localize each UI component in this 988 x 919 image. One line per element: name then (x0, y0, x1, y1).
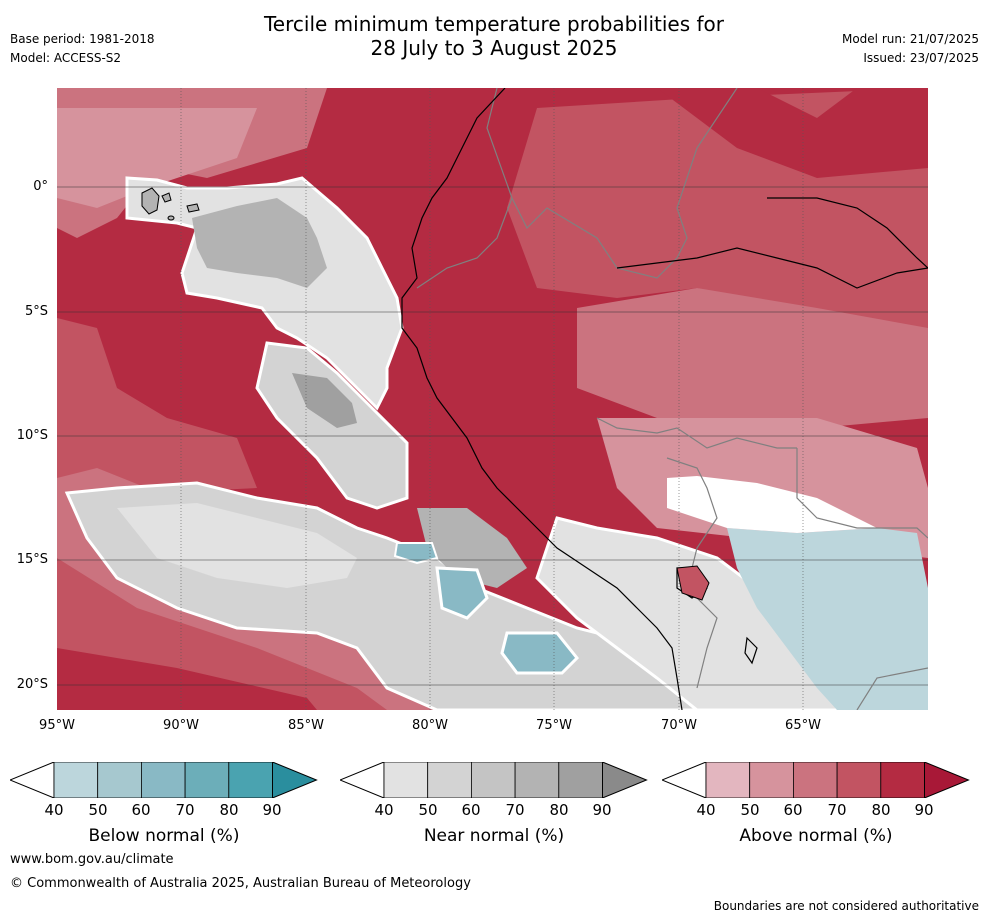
colorbar-segment (705, 762, 751, 798)
lon-label-65w: 65°W (785, 718, 821, 733)
issued-date: Issued: 23/07/2025 (863, 51, 979, 65)
tick: 40 (44, 801, 64, 819)
region-near-south-light (117, 503, 357, 588)
tick: 50 (88, 801, 108, 819)
tick: 90 (592, 801, 612, 819)
region-above-sw-strong (57, 648, 317, 710)
lat-label-0: 0° (33, 179, 48, 194)
tick: 60 (783, 801, 803, 819)
tick: 70 (505, 801, 525, 819)
region-below-small-2 (500, 631, 580, 675)
colorbar-extend-high (602, 762, 648, 798)
colorbar-extend-low (340, 762, 385, 798)
lon-label-85w: 85°W (288, 718, 324, 733)
tick: 80 (871, 801, 891, 819)
tick: 60 (461, 801, 481, 819)
tick: 80 (549, 801, 569, 819)
colorbar-segment (140, 762, 186, 798)
lon-label-75w: 75°W (536, 718, 572, 733)
tick: 40 (696, 801, 716, 819)
colorbar-below (10, 762, 318, 798)
colorbar-segment (558, 762, 603, 798)
region-above-east-light (577, 288, 928, 428)
lon-label-80w: 80°W (412, 718, 448, 733)
lat-label-10s: 10°S (16, 428, 48, 443)
tick: 80 (219, 801, 239, 819)
region-above-west-lighter (57, 108, 257, 208)
disclaimer: Boundaries are not considered authoritat… (713, 899, 979, 913)
region-below-small-1 (435, 566, 489, 620)
colorbar-segment (514, 762, 560, 798)
colorbar-segment (880, 762, 925, 798)
tick: 70 (827, 801, 847, 819)
lat-label-5s: 5°S (24, 304, 48, 319)
colorbar-near-title: Near normal (%) (423, 826, 565, 846)
colorbar-segment (383, 762, 429, 798)
region-below-east (727, 528, 928, 710)
colorbar-extend-low (662, 762, 707, 798)
region-near-south-dark (417, 508, 527, 588)
colorbar-segment (836, 762, 882, 798)
page-title: Tercile minimum temperature probabilitie… (0, 12, 988, 60)
map-latitude-lines (57, 186, 928, 686)
colorbar-segment (427, 762, 472, 798)
region-neutral-east (667, 476, 877, 533)
colorbar-near (340, 762, 648, 798)
title-line-2: 28 July to 3 August 2025 (370, 36, 618, 60)
lon-label-90w: 90°W (163, 718, 199, 733)
colorbar-extend-low (10, 762, 55, 798)
lake-titicaca (676, 565, 710, 601)
colorbar-segment (792, 762, 838, 798)
region-above-ne-strong (657, 88, 928, 178)
tick: 40 (374, 801, 394, 819)
lat-label-15s: 15°S (16, 552, 48, 567)
colorbar-segment (228, 762, 273, 798)
base-period: Base period: 1981-2018 (10, 32, 155, 46)
tick: 90 (262, 801, 282, 819)
galapagos-islands (141, 187, 200, 221)
tick: 60 (131, 801, 151, 819)
colorbar-segment (53, 762, 99, 798)
colorbar-extend-high (924, 762, 970, 798)
title-line-1: Tercile minimum temperature probabilitie… (263, 12, 725, 36)
tick: 50 (418, 801, 438, 819)
model-run: Model run: 21/07/2025 (841, 32, 979, 46)
colorbar-segment (184, 762, 230, 798)
colorbar-above-title: Above normal (%) (739, 826, 893, 846)
colorbar-segment (97, 762, 142, 798)
tick: 70 (175, 801, 195, 819)
colorbar-below-title: Below normal (%) (88, 826, 240, 846)
tick: 90 (914, 801, 934, 819)
region-near-central (255, 341, 409, 510)
copyright: © Commonwealth of Australia 2025, Austra… (10, 876, 471, 891)
lon-label-95w: 95°W (39, 718, 75, 733)
lon-label-70w: 70°W (661, 718, 697, 733)
colorbar-segment (749, 762, 794, 798)
probability-map (57, 87, 929, 712)
region-near-central-dark (292, 373, 357, 428)
website-link[interactable]: www.bom.gov.au/climate (10, 852, 174, 867)
colorbar-above (662, 762, 970, 798)
country-boundaries (416, 87, 929, 711)
lat-label-20s: 20°S (16, 677, 48, 692)
region-above-west-mid (57, 318, 257, 498)
colorbar-segment (470, 762, 516, 798)
model-name: Model: ACCESS-S2 (10, 51, 122, 65)
region-below-small-3 (393, 542, 439, 565)
region-near-galapagos-mid (192, 198, 327, 288)
colorbar-extend-high (272, 762, 318, 798)
tick: 50 (740, 801, 760, 819)
